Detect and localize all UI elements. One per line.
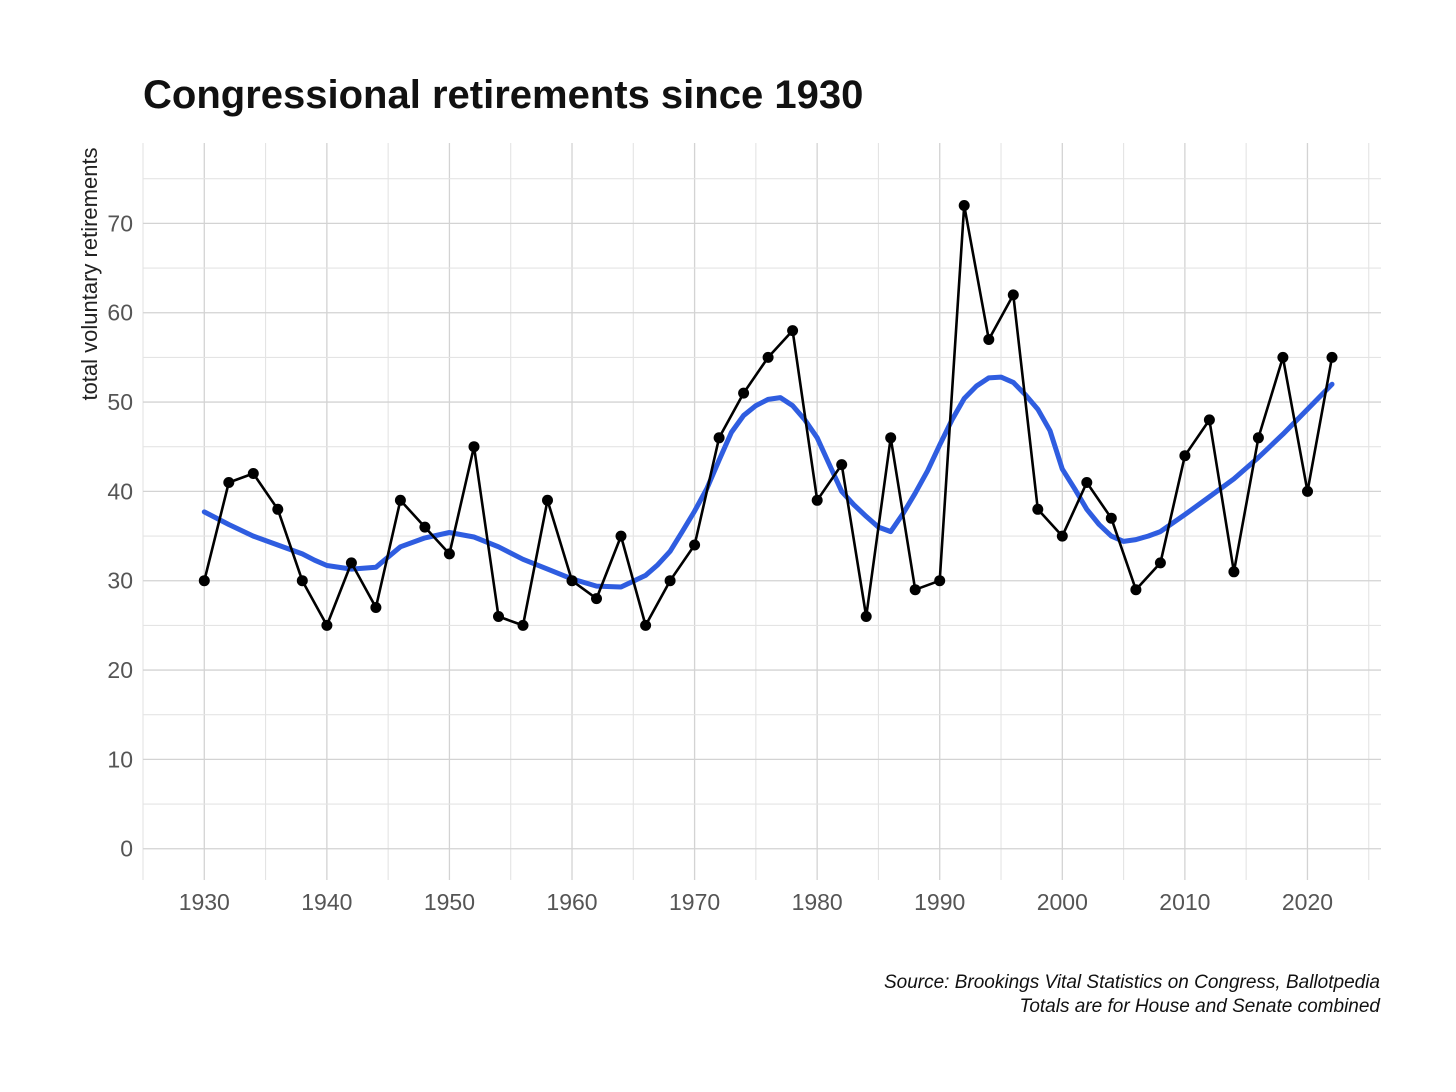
data-point [223, 477, 235, 488]
data-point [664, 575, 676, 587]
data-point [885, 432, 897, 444]
y-tick-label: 70 [107, 210, 133, 236]
data-point [321, 619, 333, 631]
data-point [566, 575, 578, 587]
data-point [345, 557, 357, 569]
x-tick-label: 2020 [1282, 889, 1333, 915]
data-point [419, 521, 431, 533]
data-point [1326, 351, 1338, 363]
x-tick-label: 1970 [669, 889, 720, 915]
data-point [983, 334, 995, 345]
data-point [1130, 584, 1142, 596]
y-axis: 0 10 20 30 40 50 60 70 [107, 210, 133, 861]
x-tick-label: 2010 [1159, 889, 1210, 915]
data-point [247, 468, 259, 479]
x-tick-label: 1940 [301, 889, 352, 915]
y-tick-label: 0 [120, 836, 133, 862]
data-point [934, 575, 946, 587]
y-tick-label: 50 [107, 389, 133, 415]
data-point [1032, 503, 1044, 515]
caption-source: Source: Brookings Vital Statistics on Co… [884, 972, 1380, 993]
data-point [370, 602, 382, 613]
data-point [493, 611, 504, 622]
data-point [1228, 566, 1240, 578]
data-point [1252, 432, 1264, 444]
data-point [762, 351, 774, 363]
data-point [689, 539, 701, 551]
data-point [787, 325, 799, 337]
data-point [958, 200, 970, 211]
data-point [713, 432, 725, 444]
caption-note: Totals are for House and Senate combined [1019, 996, 1381, 1017]
y-axis-title: total voluntary retirements [77, 147, 102, 400]
y-tick-label: 20 [107, 657, 133, 683]
grid [142, 143, 1381, 880]
data-point [1007, 289, 1019, 301]
data-point [738, 387, 750, 399]
x-tick-label: 2000 [1037, 889, 1088, 915]
data-point [1056, 530, 1068, 542]
data-point [517, 619, 529, 631]
data-point [615, 530, 627, 542]
y-tick-label: 10 [107, 746, 133, 772]
data-point [1179, 450, 1191, 462]
data-point [394, 494, 406, 506]
data-point [1203, 414, 1215, 426]
y-tick-label: 30 [107, 568, 133, 594]
data-point [640, 619, 652, 631]
chart-title: Congressional retirements since 1930 [143, 73, 863, 117]
data-point [1277, 351, 1289, 363]
x-tick-label: 1990 [914, 889, 965, 915]
data-point [272, 503, 284, 515]
data-point [860, 611, 872, 622]
x-tick-label: 1930 [179, 889, 230, 915]
data-point [836, 459, 848, 471]
data-point [811, 494, 823, 506]
data-point [591, 593, 602, 605]
x-tick-label: 1980 [792, 889, 843, 915]
trend-line [201, 374, 1335, 590]
data-series [198, 200, 1338, 631]
data-point [443, 548, 455, 560]
data-point [296, 575, 308, 587]
data-point [1081, 477, 1093, 488]
x-tick-label: 1960 [546, 889, 597, 915]
data-point [198, 575, 210, 587]
x-tick-label: 1950 [424, 889, 475, 915]
trend-series [201, 374, 1335, 590]
data-point [542, 494, 553, 506]
y-tick-label: 40 [107, 478, 133, 504]
data-point [468, 441, 480, 453]
data-point [1154, 557, 1166, 569]
data-point [1105, 512, 1117, 524]
x-axis: 1930 1940 1950 1960 1970 1980 1990 2000 2010 2020 [179, 889, 1333, 915]
data-point [909, 584, 921, 596]
y-tick-label: 60 [107, 300, 133, 326]
data-point [1302, 485, 1313, 497]
